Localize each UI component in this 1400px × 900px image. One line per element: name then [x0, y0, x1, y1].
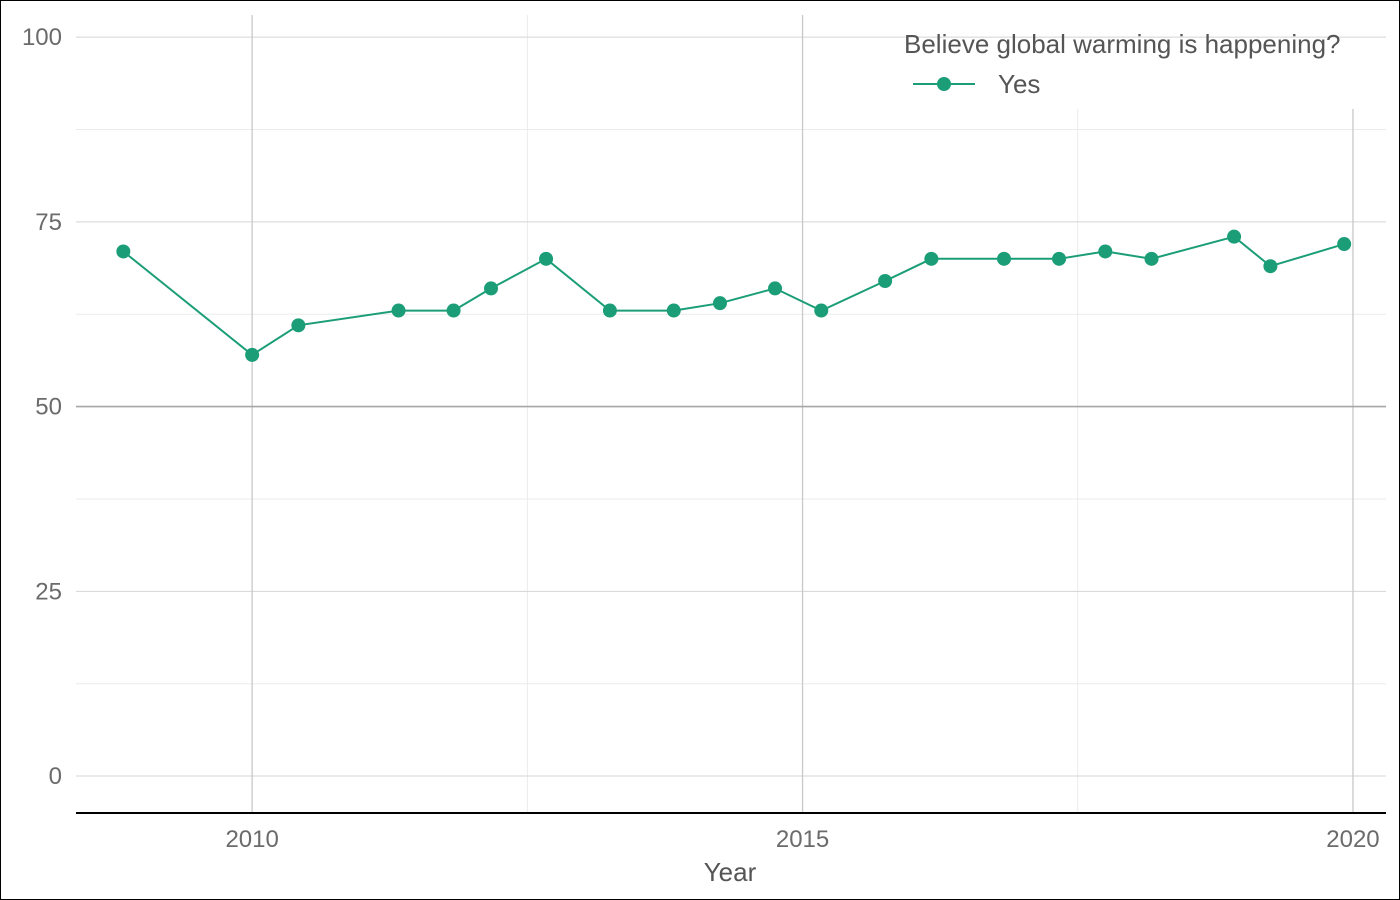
- x-tick-label-2020: 2020: [1326, 826, 1379, 853]
- major-gridlines: [76, 15, 1386, 813]
- data-point-11: [768, 281, 783, 296]
- x-axis-title: Year: [704, 857, 757, 887]
- data-point-14: [924, 251, 939, 266]
- data-point-17: [1098, 244, 1113, 259]
- data-point-12: [814, 303, 829, 318]
- data-point-20: [1263, 259, 1278, 274]
- y-tick-label-100: 100: [22, 24, 62, 51]
- data-point-6: [484, 281, 499, 296]
- x-tick-label-2015: 2015: [776, 826, 829, 853]
- data-point-2: [245, 347, 260, 362]
- x-tick-labels: 2010 2015 2020: [225, 826, 1379, 853]
- x-tick-label-2010: 2010: [225, 826, 278, 853]
- points-layer: [116, 229, 1352, 362]
- legend-title: Believe global warming is happening?: [904, 29, 1341, 59]
- data-point-16: [1052, 251, 1067, 266]
- data-point-7: [539, 251, 554, 266]
- legend: Believe global warming is happening? Yes: [904, 29, 1341, 99]
- series-layer: [122, 235, 1345, 357]
- data-point-4: [391, 303, 406, 318]
- y-tick-label-75: 75: [35, 209, 62, 236]
- data-point-1: [116, 244, 131, 259]
- data-point-18: [1144, 251, 1159, 266]
- y-tick-label-50: 50: [35, 394, 62, 421]
- data-point-19: [1227, 229, 1242, 244]
- y-tick-labels: 0 25 50 75 100: [22, 24, 62, 790]
- data-point-3: [291, 318, 306, 333]
- legend-key-point: [937, 77, 951, 91]
- data-point-21: [1337, 237, 1352, 252]
- y-tick-label-0: 0: [49, 763, 62, 790]
- data-point-5: [446, 303, 461, 318]
- data-point-8: [602, 303, 617, 318]
- data-point-13: [878, 274, 893, 288]
- data-point-9: [666, 303, 681, 318]
- legend-label-yes: Yes: [998, 69, 1040, 99]
- minor-gridlines: [76, 15, 1386, 813]
- data-point-10: [712, 296, 727, 311]
- series-line-yes: [122, 235, 1345, 357]
- data-point-15: [997, 251, 1012, 266]
- y-tick-label-25: 25: [35, 578, 62, 605]
